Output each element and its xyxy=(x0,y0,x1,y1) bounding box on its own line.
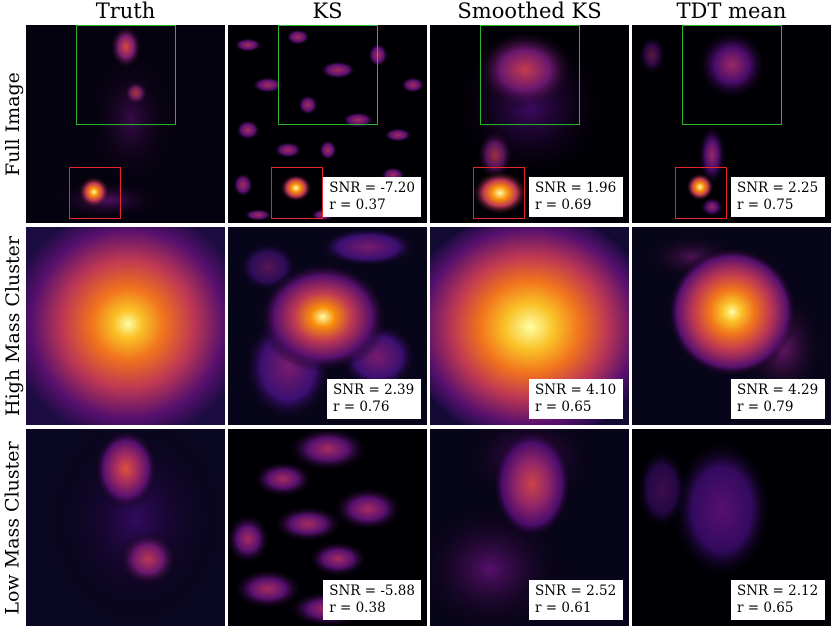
snr-value: SNR = -5.88 xyxy=(329,583,415,599)
r-value: r = 0.37 xyxy=(329,197,386,213)
row-title-full-image-text: Full Image xyxy=(2,72,24,176)
stats-box: SNR = -5.88 r = 0.38 xyxy=(323,580,421,620)
panel-high-truth xyxy=(26,227,225,425)
panel-low-smoothed-ks: SNR = 2.52 r = 0.61 xyxy=(430,429,629,626)
zoom-box-low-mass xyxy=(278,25,378,125)
column-title-truth: Truth xyxy=(95,0,156,23)
stats-box: SNR = 2.39 r = 0.76 xyxy=(327,379,421,419)
r-value: r = 0.65 xyxy=(535,399,592,415)
stats-box: SNR = 2.25 r = 0.75 xyxy=(731,177,825,217)
snr-value: SNR = 1.96 xyxy=(535,180,617,196)
panel-full-truth xyxy=(26,25,225,223)
zoom-box-low-mass xyxy=(76,25,176,125)
zoom-box-high-mass xyxy=(473,167,525,219)
heatmap-low-truth xyxy=(26,429,225,626)
snr-value: SNR = 4.29 xyxy=(737,382,819,398)
snr-value: SNR = 4.10 xyxy=(535,382,617,398)
zoom-box-low-mass xyxy=(682,25,782,125)
r-value: r = 0.79 xyxy=(737,399,794,415)
snr-value: SNR = 2.25 xyxy=(737,180,819,196)
zoom-box-low-mass xyxy=(480,25,580,125)
panel-full-ks: SNR = -7.20 r = 0.37 xyxy=(228,25,427,223)
row-title-high-mass: High Mass Cluster xyxy=(0,227,26,425)
heatmap-low-ks xyxy=(228,429,427,626)
panel-low-truth xyxy=(26,429,225,626)
r-value: r = 0.65 xyxy=(737,600,794,616)
zoom-box-high-mass xyxy=(69,167,121,219)
heatmap-high-truth xyxy=(26,227,225,425)
r-value: r = 0.69 xyxy=(535,197,592,213)
snr-value: SNR = 2.52 xyxy=(535,583,617,599)
stats-box: SNR = 1.96 r = 0.69 xyxy=(529,177,623,217)
panel-full-tdt-mean: SNR = 2.25 r = 0.75 xyxy=(632,25,831,223)
panel-low-tdt-mean: SNR = 2.12 r = 0.65 xyxy=(632,429,831,626)
column-title-tdt-mean: TDT mean xyxy=(676,0,787,23)
snr-value: SNR = 2.39 xyxy=(333,382,415,398)
snr-value: SNR = -7.20 xyxy=(329,180,415,196)
column-title-smoothed-ks: Smoothed KS xyxy=(457,0,602,23)
row-title-low-mass: Low Mass Cluster xyxy=(0,429,26,626)
heatmap-high-tdt-mean xyxy=(632,227,831,425)
panel-low-ks: SNR = -5.88 r = 0.38 xyxy=(228,429,427,626)
r-value: r = 0.76 xyxy=(333,399,390,415)
column-title-ks: KS xyxy=(312,0,343,23)
panel-full-smoothed-ks: SNR = 1.96 r = 0.69 xyxy=(430,25,629,223)
zoom-box-high-mass xyxy=(271,167,323,219)
stats-box: SNR = 4.29 r = 0.79 xyxy=(731,379,825,419)
panel-high-smoothed-ks: SNR = 4.10 r = 0.65 xyxy=(430,227,629,425)
panel-high-ks: SNR = 2.39 r = 0.76 xyxy=(228,227,427,425)
row-title-high-mass-text: High Mass Cluster xyxy=(2,236,25,416)
r-value: r = 0.75 xyxy=(737,197,794,213)
r-value: r = 0.61 xyxy=(535,600,592,616)
stats-box: SNR = -7.20 r = 0.37 xyxy=(323,177,421,217)
r-value: r = 0.38 xyxy=(329,600,386,616)
row-title-full-image: Full Image xyxy=(0,25,26,223)
stats-box: SNR = 2.52 r = 0.61 xyxy=(529,580,623,620)
heatmap-full-truth xyxy=(26,25,225,223)
stats-box: SNR = 2.12 r = 0.65 xyxy=(731,580,825,620)
snr-value: SNR = 2.12 xyxy=(737,583,819,599)
row-title-low-mass-text: Low Mass Cluster xyxy=(2,440,24,615)
stats-box: SNR = 4.10 r = 0.65 xyxy=(529,379,623,419)
zoom-box-high-mass xyxy=(675,167,727,219)
panel-high-tdt-mean: SNR = 4.29 r = 0.79 xyxy=(632,227,831,425)
